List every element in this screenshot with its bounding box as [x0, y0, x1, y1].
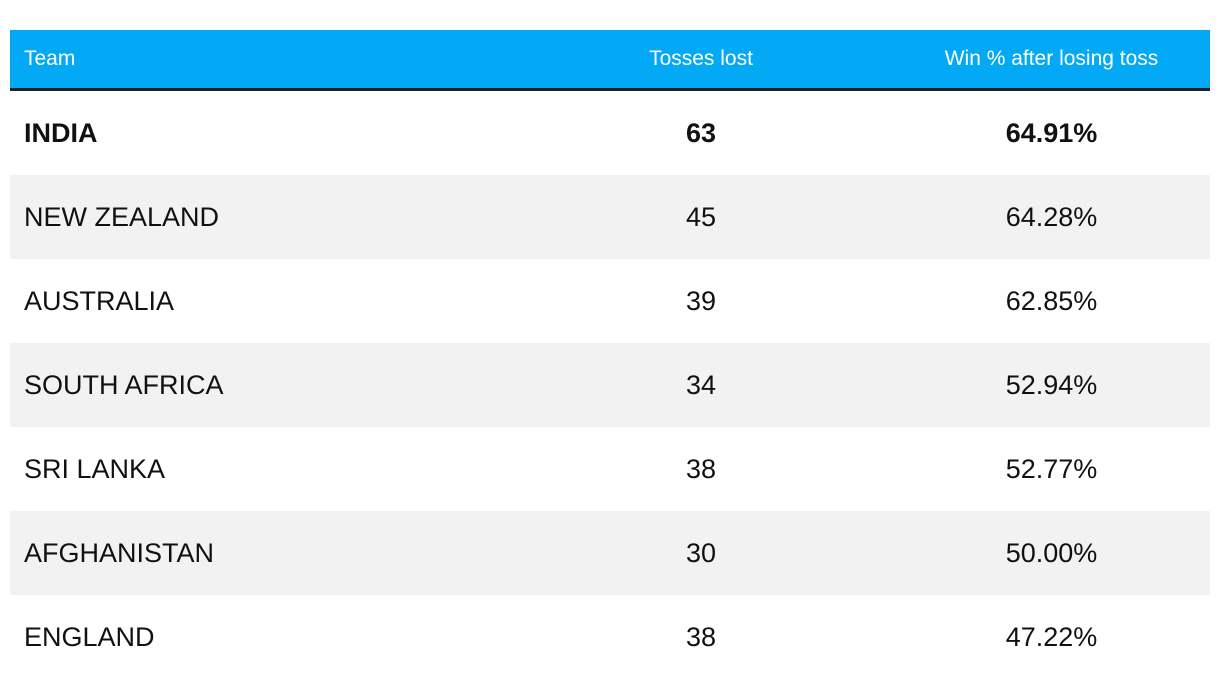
- tosses-cell: 38: [685, 453, 717, 484]
- table-body: INDIA 63 64.91% NEW ZEALAND 45 64.28% AUSTRALI…: [10, 90, 1210, 680]
- table-row: ENGLAND 38 47.22%: [10, 595, 1210, 679]
- tosses-cell: 39: [685, 285, 717, 316]
- team-cell: AUSTRALIA: [24, 285, 175, 316]
- table-row: NEW ZEALAND 45 64.28%: [10, 175, 1210, 259]
- table-row: SOUTH AFRICA 34 52.94%: [10, 343, 1210, 427]
- win-pct-cell: 47.22%: [1005, 621, 1098, 652]
- tosses-cell: 45: [551, 175, 851, 259]
- win-pct-cell: 64.91%: [1005, 117, 1098, 148]
- win-pct-cell: 52.94%: [851, 343, 1210, 427]
- column-header: Team: [10, 30, 551, 91]
- team-cell: SRI LANKA: [24, 453, 166, 484]
- win-pct-cell: 50.00%: [851, 511, 1210, 595]
- team-cell: NEW ZEALAND: [10, 175, 551, 259]
- win-pct-cell: 62.85%: [1005, 285, 1098, 316]
- tosses-cell: 38: [685, 621, 717, 652]
- table-row: INDIA 63 64.91%: [10, 90, 1210, 176]
- team-cell: AFGHANISTAN: [10, 511, 551, 595]
- table-row: AUSTRALIA 39 62.85%: [10, 259, 1210, 343]
- header-row: Team Tosses lost Win % after losing toss: [10, 30, 1210, 91]
- team-cell: ENGLAND: [24, 621, 155, 652]
- table-row: SRI LANKA 38 52.77%: [10, 427, 1210, 511]
- win-pct-cell: 64.28%: [851, 175, 1210, 259]
- table-container: Team Tosses lost Win % after losing toss I…: [10, 30, 1210, 679]
- tosses-cell: 34: [551, 343, 851, 427]
- tosses-cell: 30: [551, 511, 851, 595]
- table-header: Team Tosses lost Win % after losing toss: [10, 30, 1210, 91]
- win-pct-cell: 52.77%: [1005, 453, 1098, 484]
- tosses-cell: 63: [685, 117, 717, 148]
- team-cell: INDIA: [24, 117, 98, 148]
- column-header: Win % after losing toss: [851, 30, 1210, 91]
- team-cell: SOUTH AFRICA: [10, 343, 551, 427]
- column-header: Tosses lost: [551, 30, 851, 91]
- stats-table: Team Tosses lost Win % after losing toss I…: [10, 30, 1210, 679]
- table-row: AFGHANISTAN 30 50.00%: [10, 511, 1210, 595]
